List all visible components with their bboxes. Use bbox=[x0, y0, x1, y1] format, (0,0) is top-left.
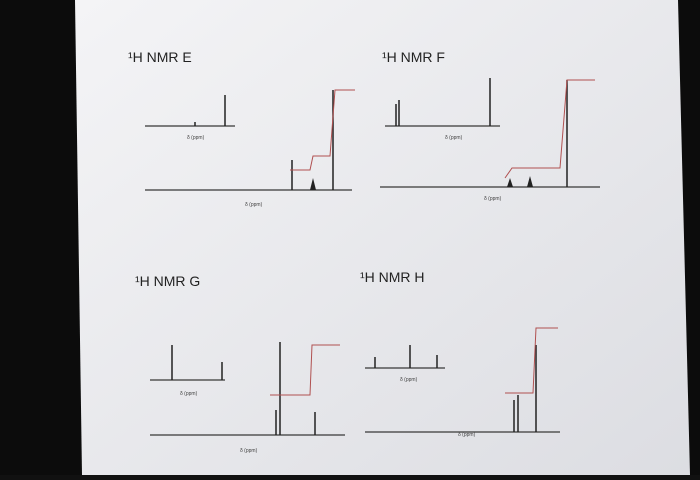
spectrum-title: ¹H NMR E bbox=[128, 49, 192, 65]
axis-label: δ (ppm) bbox=[458, 432, 476, 438]
spectrum-g: ¹H NMR G δ (ppm) δ (ppm) bbox=[135, 273, 345, 454]
inset-axis-label: δ (ppm) bbox=[180, 391, 198, 397]
axis-label: δ (ppm) bbox=[245, 202, 263, 208]
spectrum-title: ¹H NMR F bbox=[382, 49, 445, 65]
inset-axis-label: δ (ppm) bbox=[445, 135, 463, 141]
spectrum-e: ¹H NMR E δ (ppm) δ (ppm) bbox=[128, 49, 355, 208]
spectrum-f: ¹H NMR F δ (ppm) δ (ppm) bbox=[380, 49, 600, 202]
axis-label: δ (ppm) bbox=[240, 448, 258, 454]
axis-label: δ (ppm) bbox=[484, 196, 502, 202]
inset-axis-label: δ (ppm) bbox=[187, 135, 205, 141]
spectrum-title: ¹H NMR H bbox=[360, 269, 425, 285]
inset-axis-label: δ (ppm) bbox=[400, 377, 418, 383]
spectrum-title: ¹H NMR G bbox=[135, 273, 200, 289]
paper bbox=[75, 0, 690, 475]
spectrum-h: ¹H NMR H δ (ppm) δ (ppm) bbox=[360, 269, 560, 438]
